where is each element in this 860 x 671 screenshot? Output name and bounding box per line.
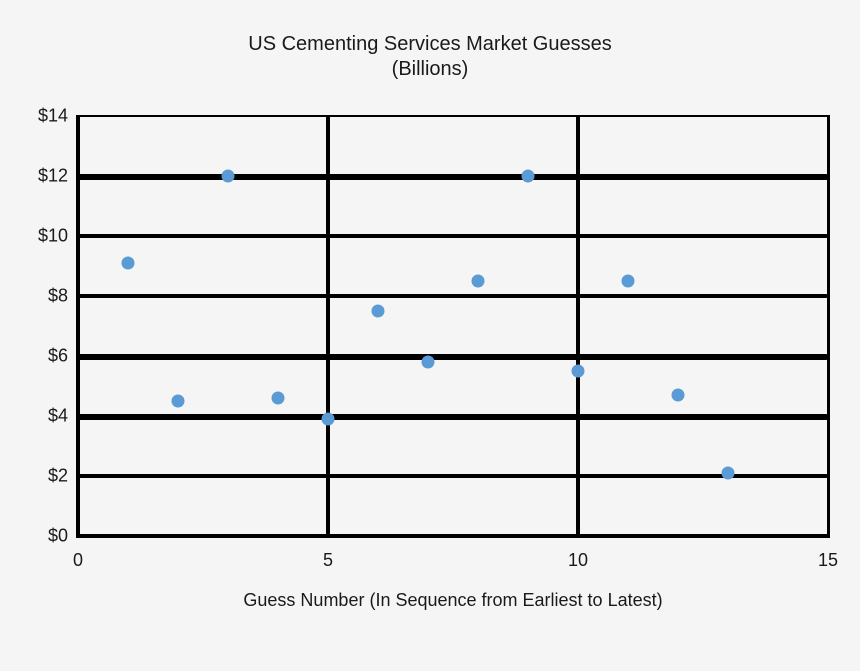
chart-title: US Cementing Services Market Guesses (Bi…: [0, 32, 860, 82]
h-gridline: [78, 354, 828, 360]
v-gridline: [576, 116, 580, 536]
data-point: [622, 275, 635, 288]
data-point: [522, 170, 535, 183]
y-tick-label: $12: [38, 166, 68, 187]
chart-page: US Cementing Services Market Guesses (Bi…: [0, 0, 860, 671]
data-point: [272, 392, 285, 405]
data-point: [472, 275, 485, 288]
h-gridline: [78, 474, 828, 478]
data-point: [722, 467, 735, 480]
h-gridline: [78, 414, 828, 420]
y-tick-label: $0: [48, 526, 68, 547]
x-tick-label: 10: [568, 550, 588, 571]
data-point: [372, 305, 385, 318]
h-gridline: [78, 234, 828, 238]
data-point: [672, 389, 685, 402]
x-tick-label: 15: [818, 550, 838, 571]
chart-title-line2: (Billions): [0, 57, 860, 82]
chart-title-line1: US Cementing Services Market Guesses: [0, 32, 860, 57]
data-point: [122, 257, 135, 270]
y-tick-label: $8: [48, 286, 68, 307]
y-tick-label: $4: [48, 406, 68, 427]
data-point: [572, 365, 585, 378]
v-gridline: [326, 116, 330, 536]
data-point: [222, 170, 235, 183]
h-gridline: [78, 174, 828, 180]
plot-area: $0$2$4$6$8$10$12$14051015: [78, 116, 828, 536]
x-tick-label: 0: [73, 550, 83, 571]
data-point: [172, 395, 185, 408]
axis-bottom: [76, 534, 830, 538]
x-axis-label: Guess Number (In Sequence from Earliest …: [78, 590, 828, 611]
axis-top: [76, 115, 830, 117]
x-tick-label: 5: [323, 550, 333, 571]
y-tick-label: $2: [48, 466, 68, 487]
y-tick-label: $6: [48, 346, 68, 367]
y-tick-label: $10: [38, 226, 68, 247]
data-point: [422, 356, 435, 369]
plot-wrap: $0$2$4$6$8$10$12$14051015 Guess Number (…: [78, 116, 828, 536]
data-point: [322, 413, 335, 426]
h-gridline: [78, 294, 828, 298]
y-tick-label: $14: [38, 106, 68, 127]
